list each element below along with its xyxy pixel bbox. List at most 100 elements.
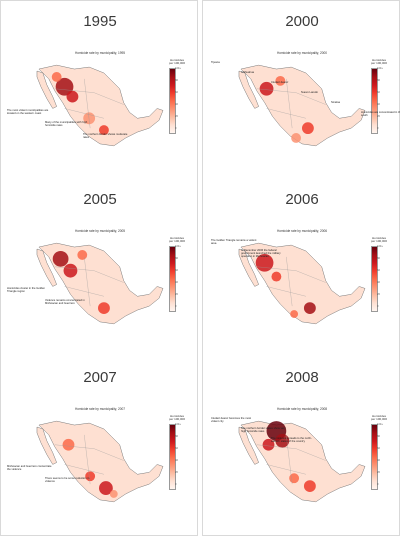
hotspot-1 <box>275 433 290 448</box>
legend-tick: 40 <box>175 103 178 106</box>
hotspot-0 <box>259 81 274 96</box>
map-annotation: Ciudad Juarez becomes the most violent c… <box>211 417 252 424</box>
legend-tick: 60 <box>175 269 178 272</box>
map-annotation: The violence spreads to the north-easter… <box>271 437 312 444</box>
map-panel-2007: 2007 Homicide rate by municipality, 2007… <box>1 357 199 535</box>
mexico-choropleth-map <box>238 242 366 325</box>
legend-tick: 20 <box>175 115 178 118</box>
legend-color-bar <box>371 423 378 490</box>
legend-tick: 60 <box>377 447 380 450</box>
legend-color-bar <box>371 67 378 134</box>
hotspot-3 <box>98 302 110 315</box>
legend-tick: 60 <box>175 447 178 450</box>
map-annotation: In December 2006 the federal government … <box>241 249 281 259</box>
map-title: Homicide rate by municipality, 2006 <box>276 229 328 233</box>
hotspot-1 <box>66 90 79 103</box>
hotspot-1 <box>275 75 286 86</box>
legend-tick: 20 <box>175 293 178 296</box>
map-annotation: Many of the municipalities with high hom… <box>45 121 88 128</box>
legend-tick: 100+ <box>175 245 181 248</box>
color-legend: Homicides per 100,000 100+ 80 60 40 20 0 <box>371 58 388 134</box>
color-legend: Homicides per 100,000 100+ 80 60 40 20 0 <box>371 236 388 312</box>
hotspot-3 <box>291 133 302 143</box>
hotspot-2 <box>303 302 316 315</box>
hotspot-1 <box>63 263 78 278</box>
map-annotation: The Golden Triangle remains a violent ar… <box>211 239 257 246</box>
year-heading: 2005 <box>83 191 117 208</box>
left-page: 1995 Homicide rate by municipality, 1995… <box>0 0 198 536</box>
map-annotation: Sinaloa <box>331 101 340 104</box>
legend-color-bar <box>169 423 176 490</box>
legend-color-bar <box>169 67 176 134</box>
legend-tick: 0 <box>377 127 379 130</box>
hotspot-3 <box>303 480 316 493</box>
legend-tick: 80 <box>377 79 380 82</box>
map-panel-2006: 2006 Homicide rate by municipality, 2006… <box>203 179 400 357</box>
map-annotation: Chihuahua <box>241 71 255 74</box>
legend-tick: 60 <box>175 91 178 94</box>
color-legend: Homicides per 100,000 100+ 80 60 40 20 0 <box>169 58 186 134</box>
map-annotation: The northern border states show very hig… <box>241 427 286 434</box>
map-annotation: Homicides are concentrated in the south <box>361 111 400 118</box>
legend-title: Homicides per 100,000 <box>371 414 388 422</box>
map-annotation: Ciudad Juarez <box>271 81 289 84</box>
mexico-choropleth-map <box>36 420 164 503</box>
map-annotation: The northern border shows moderate rates <box>83 133 128 140</box>
hotspot-0 <box>62 438 75 451</box>
legend-tick: 80 <box>377 257 380 260</box>
hotspot-3 <box>290 310 299 318</box>
hotspot-2 <box>302 122 314 135</box>
legend-tick: 100+ <box>175 67 181 70</box>
mexico-choropleth-map <box>36 242 164 325</box>
hotspot-2 <box>99 125 109 136</box>
map-annotation: Michoacan and Guerrero concentrate the v… <box>7 465 52 472</box>
hotspot-1 <box>271 271 282 282</box>
legend-title: Homicides per 100,000 <box>371 58 388 66</box>
map-annotation: There seems to be some reduction in viol… <box>45 477 90 484</box>
map-title: Homicide rate by municipality, 2000 <box>276 51 328 55</box>
right-page: 2000 Homicide rate by municipality, 2000… <box>202 0 400 536</box>
legend-tick: 80 <box>175 79 178 82</box>
map-annotation: Homicides cluster in the Golden Triangle… <box>7 287 45 294</box>
hotspot-2 <box>262 438 275 451</box>
legend-title: Homicides per 100,000 <box>169 236 186 244</box>
color-legend: Homicides per 100,000 100+ 80 60 40 20 0 <box>169 414 186 490</box>
legend-title: Homicides per 100,000 <box>169 414 186 422</box>
legend-tick: 100+ <box>377 245 383 248</box>
hotspot-0 <box>52 250 69 267</box>
legend-tick: 40 <box>377 281 380 284</box>
legend-title: Homicides per 100,000 <box>169 58 186 66</box>
legend-color-bar <box>169 245 176 312</box>
legend-tick: 20 <box>377 293 380 296</box>
map-panel-2005: 2005 Homicide rate by municipality, 2005… <box>1 179 199 357</box>
map-panel-2008: 2008 Homicide rate by municipality, 2008… <box>203 357 400 535</box>
hotspot-1 <box>99 481 113 495</box>
legend-tick: 0 <box>175 305 177 308</box>
legend-tick: 20 <box>377 471 380 474</box>
year-heading: 2007 <box>83 369 117 386</box>
mexico-choropleth-map <box>238 420 366 503</box>
color-legend: Homicides per 100,000 100+ 80 60 40 20 0 <box>371 414 388 490</box>
legend-tick: 0 <box>377 483 379 486</box>
map-annotation: Tijuana <box>211 61 220 64</box>
legend-tick: 100+ <box>377 423 383 426</box>
legend-tick: 60 <box>377 269 380 272</box>
mexico-choropleth-map <box>238 64 366 147</box>
year-heading: 2000 <box>285 13 319 30</box>
legend-title: Homicides per 100,000 <box>371 236 388 244</box>
legend-tick: 40 <box>377 459 380 462</box>
legend-tick: 40 <box>175 459 178 462</box>
hotspot-0 <box>55 77 74 96</box>
year-heading: 2006 <box>285 191 319 208</box>
legend-tick: 80 <box>175 435 178 438</box>
hotspot-3 <box>109 490 118 498</box>
map-title: Homicide rate by municipality, 2008 <box>276 407 328 411</box>
hotspot-4 <box>289 473 300 484</box>
legend-tick: 60 <box>377 91 380 94</box>
legend-tick: 100+ <box>175 423 181 426</box>
legend-tick: 20 <box>175 471 178 474</box>
map-title: Homicide rate by municipality, 2007 <box>74 407 126 411</box>
legend-tick: 80 <box>175 257 178 260</box>
legend-color-bar <box>371 245 378 312</box>
legend-tick: 0 <box>377 305 379 308</box>
